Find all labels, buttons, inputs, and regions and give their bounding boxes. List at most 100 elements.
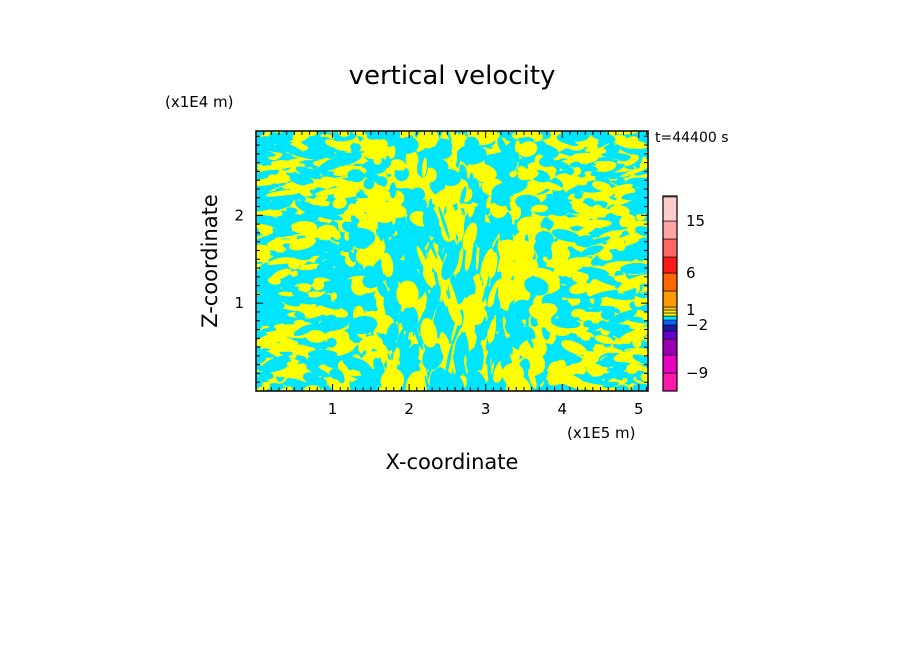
contour-cell bbox=[569, 282, 591, 295]
contour-cell bbox=[524, 276, 549, 296]
contour-cell bbox=[634, 298, 643, 308]
contour-cell bbox=[607, 371, 633, 378]
contour-cell bbox=[452, 373, 466, 391]
contour-cell bbox=[590, 204, 602, 214]
colorbar-tick-label: 15 bbox=[686, 212, 705, 230]
contour-cell bbox=[308, 195, 328, 206]
contour-cell bbox=[386, 322, 399, 346]
contour-cell bbox=[438, 206, 450, 240]
contour-cell bbox=[256, 190, 269, 200]
contour-cell bbox=[501, 259, 516, 282]
contour-cell bbox=[454, 271, 476, 299]
contour-cell bbox=[405, 370, 428, 391]
contour-cell bbox=[635, 226, 648, 237]
contour-cell bbox=[616, 177, 626, 186]
contour-cell bbox=[593, 296, 602, 307]
contour-cell bbox=[267, 174, 282, 184]
contour-cell bbox=[546, 211, 572, 226]
contour-cell bbox=[423, 283, 433, 311]
contour-cell bbox=[626, 225, 636, 234]
contour-cell bbox=[376, 299, 386, 317]
contour-cell bbox=[516, 216, 540, 235]
contour-cell bbox=[389, 182, 397, 199]
x-tick-label: 4 bbox=[557, 400, 567, 418]
y-tick-label: 2 bbox=[234, 206, 244, 224]
contour-cell bbox=[388, 145, 396, 159]
x-unit-label: (x1E5 m) bbox=[567, 424, 636, 442]
contour-cell bbox=[298, 303, 307, 313]
colorbar-swatch bbox=[662, 290, 678, 308]
contour-cell bbox=[381, 252, 394, 278]
x-tick-label: 2 bbox=[404, 400, 414, 418]
contour-cell bbox=[416, 246, 430, 276]
contour-cell bbox=[464, 241, 473, 272]
contour-cell bbox=[429, 370, 440, 391]
contour-cell bbox=[626, 363, 639, 375]
contour-cell bbox=[256, 164, 290, 171]
contour-cell bbox=[635, 249, 648, 262]
contour-cell bbox=[622, 236, 648, 253]
contour-cell bbox=[325, 358, 338, 367]
contour-cell bbox=[491, 190, 511, 207]
time-label: t=44400 s bbox=[655, 130, 729, 146]
contour-cell bbox=[517, 141, 538, 157]
contour-cell bbox=[487, 358, 492, 384]
contour-cell bbox=[632, 354, 648, 367]
colorbar-swatch bbox=[662, 220, 678, 240]
contour-cell bbox=[266, 132, 286, 145]
contour-cell bbox=[412, 324, 424, 351]
contour-cell bbox=[286, 182, 319, 196]
contour-cell bbox=[632, 338, 642, 348]
contour-cell bbox=[291, 290, 309, 299]
contour-cell bbox=[256, 384, 270, 391]
contour-cell bbox=[464, 136, 480, 153]
contour-cell bbox=[347, 169, 365, 183]
contour-cell bbox=[302, 372, 321, 385]
contour-cell bbox=[553, 160, 572, 171]
contour-cell bbox=[291, 221, 318, 234]
contour-cell bbox=[274, 363, 303, 378]
contour-cell bbox=[465, 312, 476, 343]
contour-cell bbox=[394, 257, 398, 279]
colorbar-swatch bbox=[662, 330, 678, 340]
contour-cell bbox=[569, 161, 581, 168]
contour-cell bbox=[454, 248, 464, 279]
contour-cell bbox=[376, 281, 388, 298]
contour-cell bbox=[315, 224, 337, 240]
colorbar-swatch bbox=[662, 354, 678, 374]
contour-cell bbox=[256, 282, 271, 295]
contour-cell bbox=[600, 308, 615, 320]
colorbar-swatch bbox=[662, 319, 678, 326]
contour-cell bbox=[355, 247, 373, 266]
contour-cell bbox=[305, 229, 320, 240]
y-axis-label: Z-coordinate bbox=[198, 194, 222, 328]
contour-cell bbox=[420, 317, 438, 348]
contour-cell bbox=[528, 342, 536, 360]
contour-cell bbox=[542, 201, 569, 216]
contour-cell bbox=[335, 369, 345, 384]
contour-cell bbox=[392, 231, 411, 257]
contour-cell bbox=[568, 152, 599, 164]
contour-cell bbox=[305, 330, 327, 343]
contour-cell bbox=[573, 134, 583, 141]
contour-cell bbox=[276, 246, 287, 253]
contour-cell bbox=[475, 240, 480, 271]
contour-cell bbox=[438, 169, 462, 186]
contour-cell bbox=[416, 131, 439, 149]
contour-cell bbox=[473, 222, 495, 249]
contour-cell bbox=[348, 250, 356, 263]
colorbar-swatch bbox=[662, 372, 678, 392]
contour-cell bbox=[428, 248, 445, 277]
contour-cell bbox=[561, 340, 587, 355]
contour-cell bbox=[545, 246, 553, 261]
contour-cell bbox=[367, 344, 373, 361]
contour-cell bbox=[584, 145, 598, 152]
contour-cell bbox=[307, 349, 338, 360]
contour-cell bbox=[494, 332, 513, 359]
colorbar-frame bbox=[662, 195, 678, 392]
contour-cell bbox=[256, 268, 287, 276]
contour-cell bbox=[275, 286, 303, 294]
contour-cell bbox=[633, 209, 645, 215]
contour-cell bbox=[318, 156, 350, 172]
contour-cell bbox=[362, 273, 380, 289]
